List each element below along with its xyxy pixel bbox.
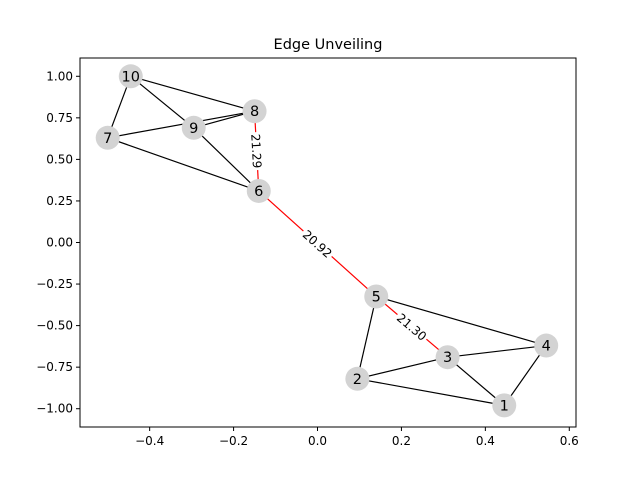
chart-title: Edge Unveiling [274, 37, 383, 53]
node-4 [534, 333, 559, 358]
x-tick-label: 0.6 [560, 434, 579, 448]
edge-7-6 [107, 137, 259, 192]
node-3 [435, 345, 460, 370]
x-tick-label: 0.2 [392, 434, 411, 448]
node-label: 3 [443, 350, 452, 366]
y-tick-label: −1.00 [36, 402, 73, 416]
edge-10-9 [130, 75, 195, 129]
node-label: 9 [189, 121, 198, 137]
edge-10-8 [130, 75, 255, 112]
y-tick-label: −0.50 [36, 319, 73, 333]
edge-label-background [247, 131, 266, 171]
node-5 [364, 284, 389, 309]
edge-label-group: 21.29 [247, 131, 266, 171]
edge-2-3 [357, 356, 448, 380]
node-label: 10 [122, 69, 140, 85]
edge-5-4 [376, 295, 547, 347]
nodes-layer: 1 2 3 4 5 6 7 8 9 10 [95, 64, 559, 418]
node-label: 6 [254, 184, 263, 200]
node-label: 5 [372, 290, 381, 306]
edge-2-1 [357, 378, 505, 406]
node-label: 2 [353, 372, 362, 388]
node-2 [345, 366, 370, 391]
y-tick-label: 0.00 [46, 236, 73, 250]
y-tick-label: 0.25 [46, 194, 73, 208]
edge-3-1 [447, 356, 505, 406]
edge-3-4 [447, 344, 547, 358]
y-axis: 1.00 0.75 0.50 0.25 0.00 −0.25 −0.50 −0.75 −1.00 [36, 69, 80, 416]
edge-7-8 [107, 110, 255, 139]
edge-5-2 [356, 296, 377, 379]
x-tick-label: 0.0 [308, 434, 327, 448]
edge-9-6 [193, 127, 260, 192]
edge-label-background [298, 225, 337, 263]
x-tick-label: 0.4 [476, 434, 495, 448]
node-10 [118, 64, 143, 89]
node-6 [246, 178, 271, 203]
edge-4-1 [503, 345, 547, 406]
plot-area-frame [79, 57, 577, 428]
edge-weight-label: 21.29 [248, 134, 264, 169]
x-tick-label: −0.2 [219, 434, 248, 448]
y-tick-label: 0.50 [46, 152, 73, 166]
node-9 [181, 115, 206, 140]
node-8 [242, 99, 267, 124]
node-label: 7 [103, 131, 112, 147]
node-7 [95, 125, 120, 150]
edge-label-background [392, 308, 432, 346]
x-tick-label: −0.4 [135, 434, 164, 448]
y-tick-label: −0.75 [36, 360, 73, 374]
node-label: 1 [500, 398, 509, 414]
y-tick-label: −0.25 [36, 277, 73, 291]
y-tick-label: 1.00 [46, 69, 73, 83]
node-label: 4 [542, 339, 551, 355]
node-1 [492, 393, 517, 418]
x-axis: −0.4 −0.2 0.0 0.2 0.4 0.6 [135, 427, 579, 448]
y-tick-label: 0.75 [46, 111, 73, 125]
node-label: 8 [250, 104, 259, 120]
